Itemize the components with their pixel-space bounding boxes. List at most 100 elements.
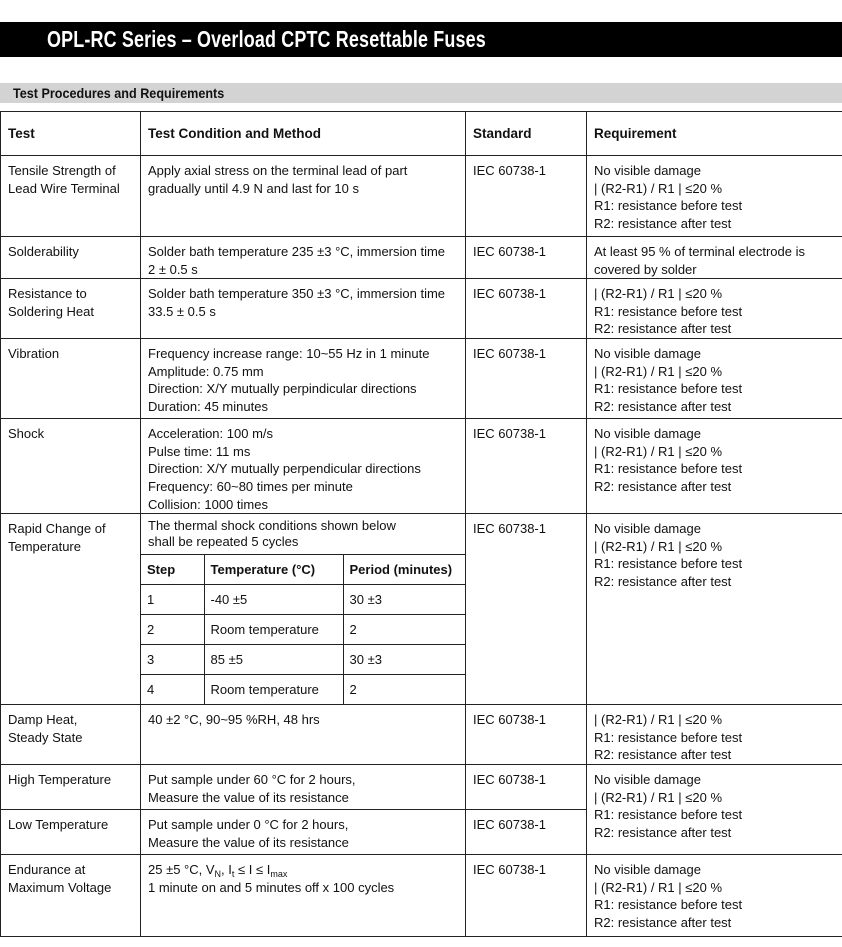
page-title: OPL-RC Series – Overload CPTC Resettable… — [47, 26, 486, 52]
requirement-cell: | (R2-R1) / R1 | ≤20 % R1: resistance bef… — [586, 278, 842, 340]
test-name-line: Low Temperature — [8, 817, 109, 833]
requirement-line: | (R2-R1) / R1 | ≤20 % — [594, 712, 723, 728]
table-row: Solderability Solder bath temperature 235… — [0, 235, 842, 280]
subscript: N — [214, 869, 222, 880]
requirement-line: R1: resistance before test — [594, 461, 743, 477]
condition-cell: Solder bath temperature 235 ±3 °C, immer… — [140, 235, 466, 280]
requirement-line: | (R2-R1) / R1 | ≤20 % — [594, 180, 723, 196]
condition-line: Measure the value of its resistance — [148, 789, 349, 805]
cycle-table-cell: 2 — [342, 614, 465, 646]
requirement-line: R2: resistance after test — [594, 215, 732, 231]
condition-line: Amplitude: 0.75 mm — [148, 363, 264, 379]
condition-line: shall be repeated 5 cycles — [148, 534, 299, 550]
condition-line: 25 ±5 °C, VN, It ≤ I ≤ Imax — [148, 861, 459, 879]
standard-cell: IEC 60738-1 — [465, 854, 587, 938]
requirement-line: | (R2-R1) / R1 | ≤20 % — [594, 363, 723, 379]
standard-cell: IEC 60738-1 — [465, 704, 587, 766]
requirement-line: | (R2-R1) / R1 | ≤20 % — [594, 443, 723, 459]
table-row: Resistance to Soldering Heat Solder bath t… — [0, 278, 842, 340]
test-name-cell: Solderability — [0, 235, 141, 280]
test-name-cell: Endurance at Maximum Voltage — [0, 854, 141, 938]
table-row: High Temperature Put sample under 60 °C f… — [0, 764, 842, 856]
condition-line: Frequency increase range: 10~55 Hz in 1 … — [148, 346, 430, 362]
subscript: t — [231, 869, 235, 880]
condition-line: Put sample under 60 °C for 2 hours, — [148, 772, 356, 788]
condition-intro: The thermal shock conditions shown below… — [142, 515, 465, 555]
test-name-cell: Shock — [0, 418, 141, 515]
requirement-line: R1: resistance before test — [594, 556, 743, 572]
table-row: Damp Heat, Steady State 40 ±2 °C, 90~95 %R… — [0, 704, 842, 766]
cycle-table-cell: 30 ±3 — [342, 644, 465, 676]
requirement-line: R2: resistance after test — [594, 747, 732, 763]
requirement-cell: No visible damage | (R2-R1) / R1 | ≤20 % R… — [586, 338, 842, 420]
requirement-line: R1: resistance before test — [594, 198, 743, 214]
condition-cell: The thermal shock conditions shown below… — [140, 513, 466, 706]
condition-cell: Put sample under 0 °C for 2 hours, Measur… — [140, 809, 466, 856]
cycle-table-header: Period (minutes) — [342, 554, 465, 586]
test-name-line: Maximum Voltage — [8, 879, 112, 895]
section-header: Test Procedures and Requirements — [0, 83, 842, 103]
cycle-table-cell: Room temperature — [203, 674, 344, 704]
condition-line: Put sample under 0 °C for 2 hours, — [148, 817, 349, 833]
condition-line: Duration: 45 minutes — [148, 398, 268, 414]
standard-cell: IEC 60738-1 — [465, 235, 587, 280]
requirement-line: No visible damage — [594, 163, 701, 178]
condition-line: 40 ±2 °C, 90~95 %RH, 48 hrs — [148, 712, 320, 728]
test-name-line: Lead Wire Terminal — [8, 180, 120, 196]
requirement-line: No visible damage — [594, 521, 701, 537]
condition-line: gradually until 4.9 N and last for 10 s — [148, 180, 360, 196]
condition-cell: 25 ±5 °C, VN, It ≤ I ≤ Imax 1 minute on a… — [140, 854, 466, 938]
table-row: Endurance at Maximum Voltage 25 ±5 °C, VN,… — [0, 854, 842, 938]
text-segment: 1 minute on and 5 minutes off x 100 cycl… — [148, 879, 395, 895]
test-name-line: Shock — [8, 426, 45, 442]
condition-cell: Frequency increase range: 10~55 Hz in 1 … — [140, 338, 466, 420]
condition-line: Collision: 1000 times — [148, 496, 268, 512]
requirement-line: R1: resistance before test — [594, 381, 743, 397]
test-name-cell: High Temperature — [0, 764, 141, 811]
requirement-line: No visible damage — [594, 772, 701, 788]
test-name-line: High Temperature — [8, 772, 112, 788]
cycle-table-cell: Room temperature — [203, 614, 344, 646]
condition-line: Frequency: 60~80 times per minute — [148, 478, 353, 494]
table-row: Rapid Change of Temperature The thermal sh… — [0, 513, 842, 706]
requirement-line: No visible damage — [594, 862, 701, 878]
requirement-line: R2: resistance after test — [594, 321, 732, 337]
condition-line: Apply axial stress on the terminal lead … — [148, 163, 408, 178]
requirement-line: | (R2-R1) / R1 | ≤20 % — [594, 879, 723, 895]
cycle-table-row: 1 -40 ±5 30 ±3 — [141, 584, 465, 616]
test-name-line: Soldering Heat — [8, 303, 94, 319]
condition-line: Solder bath temperature 235 ±3 °C, immer… — [148, 244, 446, 259]
cycle-table-header: Step — [141, 554, 205, 586]
requirement-cell: No visible damage | (R2-R1) / R1 | ≤20 % R… — [586, 764, 842, 856]
test-procedures-table: Test Test Condition and Method Standard … — [0, 111, 842, 938]
test-name-cell: Vibration — [0, 338, 141, 420]
requirement-line: covered by solder — [594, 261, 697, 277]
table-header-row: Test Test Condition and Method Standard … — [0, 111, 842, 156]
requirement-line: R1: resistance before test — [594, 729, 743, 745]
test-name-cell: Rapid Change of Temperature — [0, 513, 141, 706]
test-name-cell: Resistance to Soldering Heat — [0, 278, 141, 340]
condition-line: The thermal shock conditions shown below — [148, 518, 396, 534]
header-requirement: Requirement — [586, 111, 842, 156]
condition-line: Solder bath temperature 350 ±3 °C, immer… — [148, 286, 446, 302]
test-name-line: Steady State — [8, 729, 83, 745]
cycle-table-row: 2 Room temperature 2 — [141, 614, 465, 646]
condition-line: 2 ± 0.5 s — [148, 261, 198, 277]
standard-cell: IEC 60738-1 — [465, 764, 587, 811]
table-row: Vibration Frequency increase range: 10~55… — [0, 338, 842, 420]
test-name-line: Endurance at — [8, 862, 86, 878]
cycle-table-cell: 2 — [141, 614, 205, 646]
test-name-cell: Tensile Strength of Lead Wire Terminal — [0, 155, 141, 237]
table-row: Low Temperature Put sample under 0 °C for… — [0, 809, 842, 856]
condition-line: Pulse time: 11 ms — [148, 443, 251, 459]
requirement-line: R1: resistance before test — [594, 303, 743, 319]
cycle-table-cell: 2 — [342, 674, 465, 704]
condition-line: Direction: X/Y mutually perpindicular di… — [148, 381, 417, 397]
requirement-cell: At least 95 % of terminal electrode is co… — [586, 235, 842, 280]
condition-line: 33.5 ± 0.5 s — [148, 303, 216, 319]
test-name-line: Tensile Strength of — [8, 163, 116, 178]
standard-cell: IEC 60738-1 — [465, 513, 587, 706]
table-row: Tensile Strength of Lead Wire Terminal App… — [0, 155, 842, 237]
requirement-cell: | (R2-R1) / R1 | ≤20 % R1: resistance bef… — [586, 704, 842, 766]
subscript: max — [270, 869, 288, 880]
